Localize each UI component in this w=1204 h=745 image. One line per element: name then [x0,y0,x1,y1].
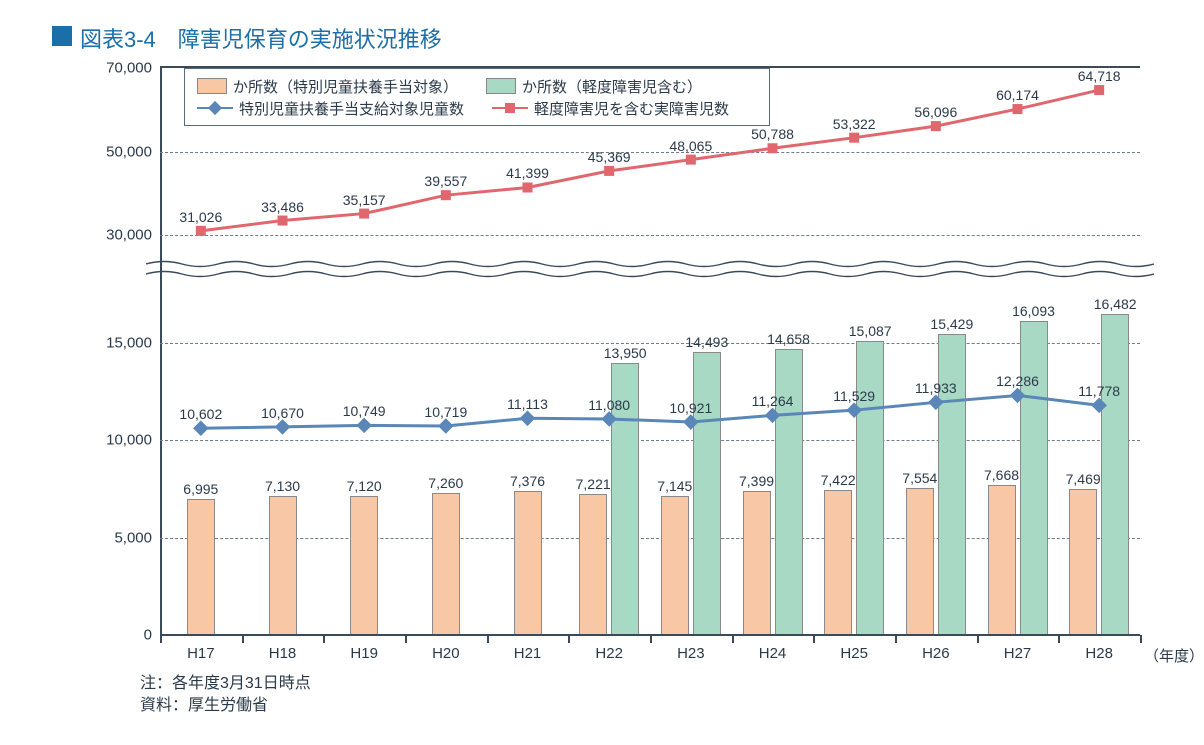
line-red-label: 33,486 [261,199,304,215]
line-blue-label: 10,719 [424,404,467,420]
x-tick [160,635,162,643]
line-red-label: 60,174 [996,87,1039,103]
line-red-label: 35,157 [343,192,386,208]
line-blue-label: 10,749 [343,403,386,419]
x-category-label: H23 [677,645,705,662]
x-category-label: H28 [1085,645,1113,662]
line-blue-label: 10,921 [669,400,712,416]
x-axis-unit: （年度） [1144,645,1204,666]
x-category-label: H26 [922,645,950,662]
x-category-label: H24 [759,645,787,662]
upper-panel: 30,00050,00070,00031,02633,48635,15739,5… [160,66,1140,256]
line-red-label: 45,369 [588,149,631,165]
line-red-label: 39,557 [424,173,467,189]
line-red-label: 50,788 [751,126,794,142]
x-tick [323,635,325,643]
x-tick [242,635,244,643]
series-line [160,284,1140,635]
title-square [52,26,72,46]
line-red-label: 48,065 [669,138,712,154]
y-tick-label: 0 [144,627,152,644]
chart-title: 図表3-4 障害児保育の実施状況推移 [80,22,442,54]
line-blue-label: 11,778 [1078,383,1120,399]
x-tick [568,635,570,643]
x-tick [1058,635,1060,643]
y-tick-label: 10,000 [106,432,152,449]
line-blue-label: 11,529 [833,388,875,404]
y-tick-label: 50,000 [106,143,152,160]
x-tick [650,635,652,643]
line-red-label: 64,718 [1078,68,1121,84]
x-category-label: H18 [269,645,297,662]
x-category-label: H25 [840,645,868,662]
x-tick [813,635,815,643]
series-line [160,68,1140,256]
line-blue-label: 11,933 [915,380,957,396]
line-blue-label: 11,080 [588,397,630,413]
line-red-label: 53,322 [833,116,876,132]
line-blue-label: 11,113 [507,396,548,412]
line-red-label: 56,096 [914,104,957,120]
x-tick [487,635,489,643]
y-tick-label: 30,000 [106,227,152,244]
line-blue-label: 12,286 [996,373,1039,389]
x-tick [732,635,734,643]
line-red-label: 31,026 [179,209,222,225]
line-blue-label: 10,670 [261,405,304,421]
x-category-label: H27 [1004,645,1032,662]
y-tick-label: 15,000 [106,334,152,351]
x-category-label: H22 [595,645,623,662]
line-red-label: 41,399 [506,165,549,181]
x-tick [405,635,407,643]
x-category-label: H20 [432,645,460,662]
x-tick [1140,635,1142,643]
line-blue-label: 11,264 [752,393,794,409]
y-tick-label: 5,000 [114,529,152,546]
x-category-label: H17 [187,645,215,662]
x-category-label: H19 [350,645,378,662]
x-category-label: H21 [514,645,542,662]
y-tick-label: 70,000 [106,60,152,77]
lower-panel: 05,00010,00015,0006,9957,1307,1207,2607,… [160,284,1140,635]
axis-break [146,258,1154,280]
note-line-1: 注：各年度3月31日時点 [140,669,311,693]
plot-area: か所数（特別児童扶養手当対象） か所数（軽度障害児含む） 特別児童扶養手当支給対… [160,66,1140,635]
x-tick [895,635,897,643]
line-blue-label: 10,602 [179,406,222,422]
note-line-2: 資料：厚生労働省 [140,691,268,715]
x-tick [977,635,979,643]
